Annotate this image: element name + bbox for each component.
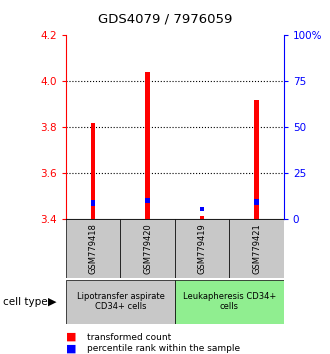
Bar [146, 72, 150, 219]
Bar [175, 280, 284, 324]
Bar [175, 219, 229, 278]
Bar [91, 123, 95, 219]
Bar [66, 280, 175, 324]
Text: ▶: ▶ [48, 297, 56, 307]
Text: transformed count: transformed count [87, 332, 172, 342]
Bar [120, 219, 175, 278]
Bar [200, 216, 204, 219]
Bar [229, 219, 284, 278]
Text: GSM779420: GSM779420 [143, 223, 152, 274]
Text: percentile rank within the sample: percentile rank within the sample [87, 344, 241, 353]
Text: GSM779421: GSM779421 [252, 223, 261, 274]
Text: ■: ■ [66, 332, 77, 342]
Text: Lipotransfer aspirate
CD34+ cells: Lipotransfer aspirate CD34+ cells [77, 292, 164, 312]
Bar [146, 198, 150, 203]
Bar [91, 200, 95, 206]
Text: GDS4079 / 7976059: GDS4079 / 7976059 [98, 12, 232, 25]
Text: ■: ■ [66, 344, 77, 354]
Bar [254, 100, 259, 219]
Bar [200, 207, 204, 211]
Bar [66, 219, 120, 278]
Text: cell type: cell type [3, 297, 48, 307]
Text: GSM779418: GSM779418 [89, 223, 98, 274]
Text: Leukapheresis CD34+
cells: Leukapheresis CD34+ cells [183, 292, 276, 312]
Bar [254, 199, 259, 205]
Text: GSM779419: GSM779419 [198, 223, 207, 274]
